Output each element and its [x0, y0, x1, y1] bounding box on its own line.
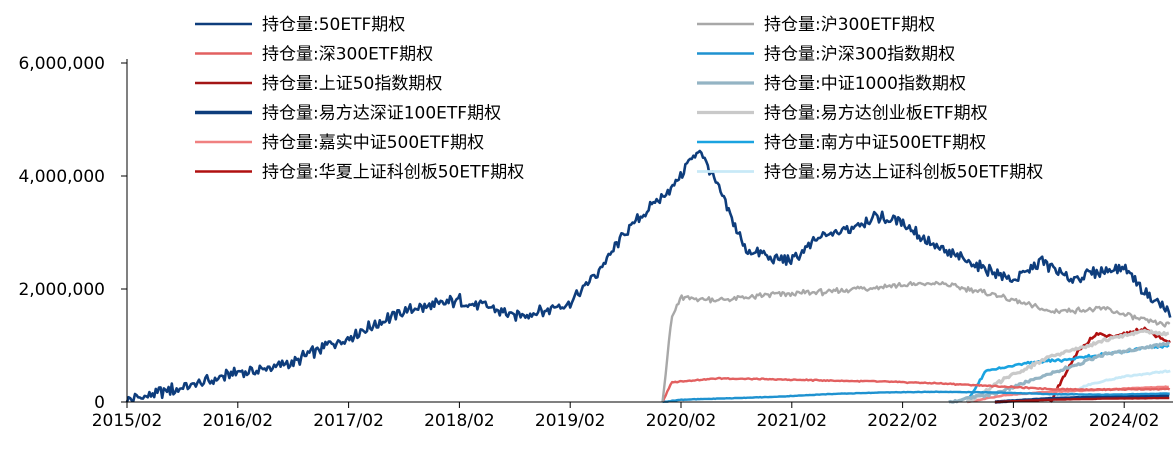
- series-line-11: [1049, 369, 1171, 404]
- x-tick-label-9: 2024/02: [1089, 411, 1160, 431]
- series-line-8: [966, 385, 1169, 404]
- legend-label-10: 持仓量:华夏上证科创板50ETF期权: [262, 163, 524, 183]
- axes-layer: 0 2,000,000 4,000,000 6,000,000 2015/02 2016/…: [18, 54, 1173, 431]
- x-tick-label-1: 2016/02: [202, 411, 273, 431]
- x-tick-label-7: 2022/02: [867, 411, 938, 431]
- x-tick-label-2: 2017/02: [313, 411, 384, 431]
- legend-label-11: 持仓量:易方达上证科创板50ETF期权: [764, 163, 1043, 183]
- series-line-2: [661, 376, 1171, 403]
- x-tick-label-8: 2023/02: [978, 411, 1049, 431]
- legend-label-0: 持仓量:50ETF期权: [262, 15, 405, 35]
- series-line-0: [125, 149, 1172, 403]
- x-tick-label-4: 2019/02: [535, 411, 606, 431]
- series-line-5: [948, 341, 1171, 404]
- legend-label-9: 持仓量:南方中证500ETF期权: [764, 133, 986, 153]
- series-line-1: [661, 280, 1171, 403]
- legend-label-1: 持仓量:沪300ETF期权: [764, 15, 935, 35]
- y-tick-label-2: 4,000,000: [18, 167, 105, 187]
- legend-label-3: 持仓量:沪深300指数期权: [764, 45, 955, 65]
- series-line-3: [662, 390, 1170, 404]
- x-tick-label-0: 2015/02: [92, 411, 163, 431]
- legend-label-6: 持仓量:易方达深证100ETF期权: [262, 104, 501, 124]
- y-tick-label-3: 6,000,000: [18, 54, 105, 74]
- series-line-7: [965, 328, 1170, 403]
- legend-label-4: 持仓量:上证50指数期权: [262, 74, 442, 94]
- legend-label-8: 持仓量:嘉实中证500ETF期权: [262, 133, 484, 153]
- legend-label-7: 持仓量:易方达创业板ETF期权: [764, 104, 988, 124]
- legend-label-2: 持仓量:深300ETF期权: [262, 45, 433, 65]
- legend-label-5: 持仓量:中证1000指数期权: [764, 74, 966, 94]
- series-layer: [125, 149, 1172, 404]
- y-tick-label-0: 0: [94, 393, 105, 413]
- x-tick-label-3: 2018/02: [424, 411, 495, 431]
- x-tick-label-5: 2020/02: [646, 411, 717, 431]
- series-line-4: [994, 396, 1170, 404]
- y-tick-label-1: 2,000,000: [18, 280, 105, 300]
- x-tick-label-6: 2021/02: [756, 411, 827, 431]
